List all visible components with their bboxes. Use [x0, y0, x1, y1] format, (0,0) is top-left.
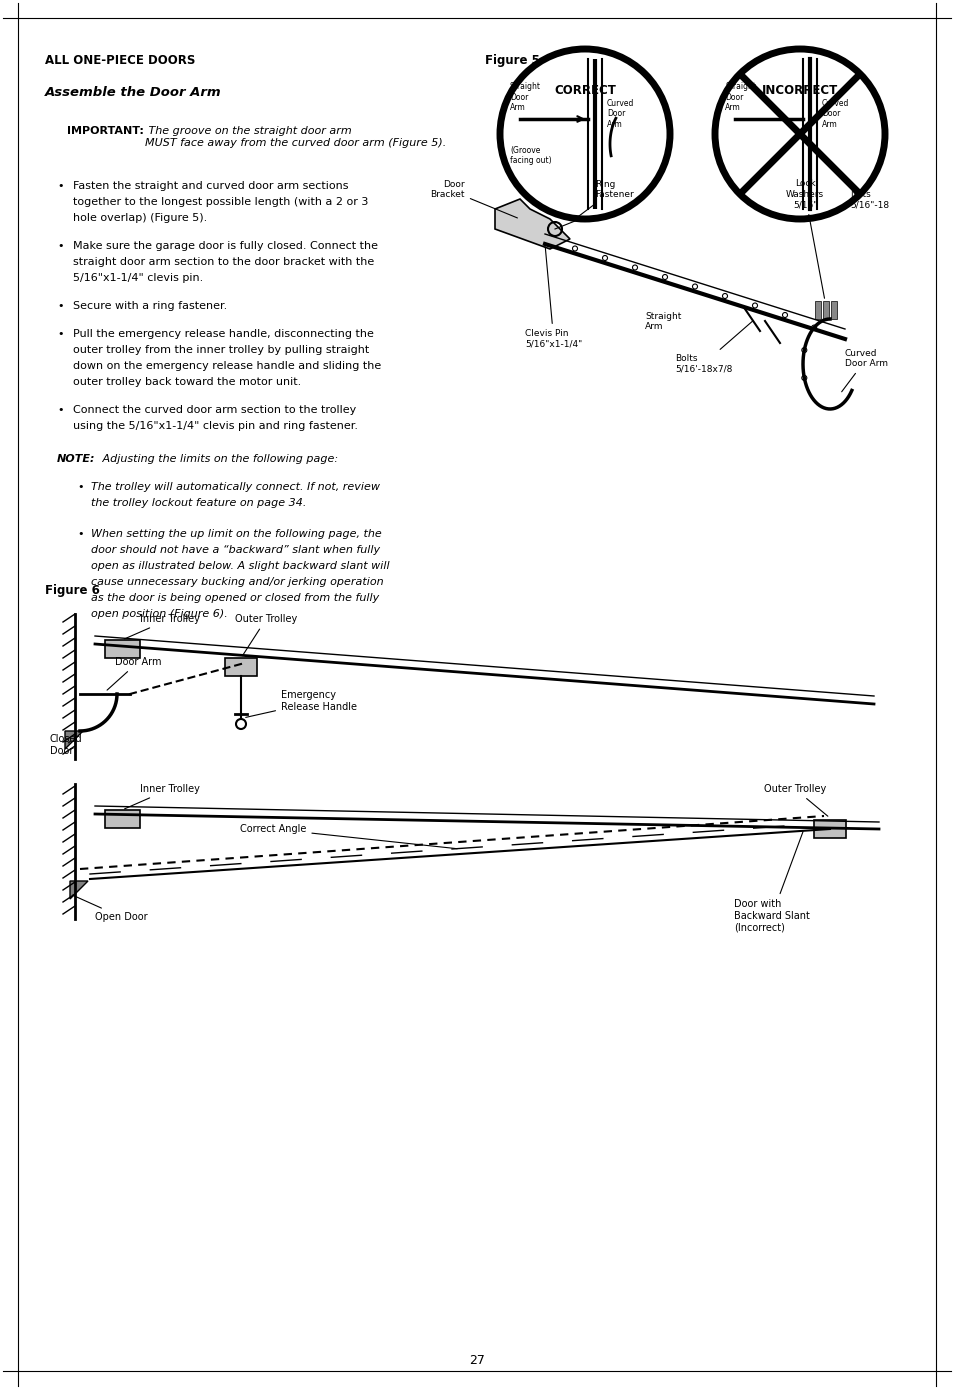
Text: Door Arm: Door Arm [107, 657, 161, 690]
Text: NOTE:: NOTE: [57, 454, 95, 464]
Text: •: • [77, 529, 84, 539]
Polygon shape [495, 199, 569, 249]
Text: •: • [57, 329, 64, 339]
Text: Outer Trolley: Outer Trolley [234, 614, 297, 656]
Text: Figure 5: Figure 5 [484, 54, 539, 67]
Text: Nuts
5/16"-18: Nuts 5/16"-18 [849, 190, 888, 208]
Text: The groove on the straight door arm
MUST face away from the curved door arm (Fig: The groove on the straight door arm MUST… [145, 126, 446, 147]
Circle shape [572, 246, 577, 251]
Text: Connect the curved door arm section to the trolley: Connect the curved door arm section to t… [73, 406, 355, 415]
Polygon shape [65, 731, 83, 749]
Circle shape [632, 265, 637, 269]
Text: When setting the up limit on the following page, the: When setting the up limit on the followi… [91, 529, 381, 539]
Circle shape [811, 325, 816, 331]
Text: Door
Bracket: Door Bracket [430, 179, 517, 218]
Polygon shape [70, 881, 88, 899]
Text: •: • [57, 242, 64, 251]
Text: as the door is being opened or closed from the fully: as the door is being opened or closed fr… [91, 593, 379, 603]
Bar [830, 301, 836, 319]
Circle shape [602, 256, 607, 261]
Text: outer trolley back toward the motor unit.: outer trolley back toward the motor unit… [73, 376, 301, 388]
Text: INCORRECT: INCORRECT [761, 83, 838, 97]
Circle shape [752, 303, 757, 308]
Text: •: • [57, 406, 64, 415]
Text: the trolley lockout feature on page 34.: the trolley lockout feature on page 34. [91, 499, 306, 508]
Text: Straight
Door
Arm: Straight Door Arm [724, 82, 755, 113]
Text: IMPORTANT:: IMPORTANT: [67, 126, 144, 136]
Bar [105, 810, 140, 828]
Text: Curved
Door Arm: Curved Door Arm [841, 349, 887, 392]
Text: CORRECT: CORRECT [554, 83, 616, 97]
Text: Ring
Fastener: Ring Fastener [577, 179, 633, 217]
Circle shape [661, 275, 667, 279]
Text: Lock
Washers
5/16": Lock Washers 5/16" [785, 179, 823, 299]
Text: ALL ONE-PIECE DOORS: ALL ONE-PIECE DOORS [45, 54, 195, 67]
Text: down on the emergency release handle and sliding the: down on the emergency release handle and… [73, 361, 381, 371]
Text: Correct Angle: Correct Angle [240, 824, 456, 849]
Text: outer trolley from the inner trolley by pulling straight: outer trolley from the inner trolley by … [73, 344, 369, 356]
Circle shape [801, 375, 806, 381]
Text: open as illustrated below. A slight backward slant will: open as illustrated below. A slight back… [91, 561, 389, 571]
Text: Open Door: Open Door [72, 895, 148, 922]
Circle shape [781, 313, 786, 318]
Text: Closed
Door: Closed Door [50, 733, 83, 756]
Text: together to the longest possible length (with a 2 or 3: together to the longest possible length … [73, 197, 368, 207]
Text: cause unnecessary bucking and/or jerking operation: cause unnecessary bucking and/or jerking… [91, 576, 383, 588]
Text: Inner Trolley: Inner Trolley [125, 614, 200, 639]
Text: Pull the emergency release handle, disconnecting the: Pull the emergency release handle, disco… [73, 329, 374, 339]
Text: 27: 27 [469, 1354, 484, 1368]
Text: (Groove
facing out): (Groove facing out) [510, 146, 551, 165]
Bar [225, 658, 256, 676]
Text: Clevis Pin
5/16"x1-1/4": Clevis Pin 5/16"x1-1/4" [524, 247, 581, 349]
Text: Bolts
5/16'-18x7/8: Bolts 5/16'-18x7/8 [675, 321, 752, 374]
Text: •: • [77, 482, 84, 492]
Text: Fasten the straight and curved door arm sections: Fasten the straight and curved door arm … [73, 181, 348, 192]
Text: straight door arm section to the door bracket with the: straight door arm section to the door br… [73, 257, 374, 267]
Text: The trolley will automatically connect. If not, review: The trolley will automatically connect. … [91, 482, 379, 492]
Bar [105, 640, 140, 658]
Circle shape [692, 283, 697, 289]
Text: open position (Figure 6).: open position (Figure 6). [91, 608, 228, 619]
Text: hole overlap) (Figure 5).: hole overlap) (Figure 5). [73, 213, 207, 224]
Text: Make sure the garage door is fully closed. Connect the: Make sure the garage door is fully close… [73, 242, 377, 251]
Bar [814, 301, 821, 319]
Text: Assemble the Door Arm: Assemble the Door Arm [45, 86, 221, 99]
Bar [822, 301, 828, 319]
Text: Inner Trolley: Inner Trolley [125, 783, 200, 808]
Text: Curved
Door
Arm: Curved Door Arm [606, 99, 634, 129]
Text: •: • [57, 301, 64, 311]
Circle shape [721, 293, 727, 299]
Text: 5/16"x1-1/4" clevis pin.: 5/16"x1-1/4" clevis pin. [73, 274, 203, 283]
Bar [813, 820, 845, 838]
Text: Straight
Door
Arm: Straight Door Arm [510, 82, 540, 113]
Text: Outer Trolley: Outer Trolley [763, 783, 827, 817]
Text: Adjusting the limits on the following page:: Adjusting the limits on the following pa… [99, 454, 337, 464]
Circle shape [801, 347, 806, 353]
Text: Door with
Backward Slant
(Incorrect): Door with Backward Slant (Incorrect) [733, 832, 809, 932]
Text: Figure 6: Figure 6 [45, 583, 100, 597]
Text: Emergency
Release Handle: Emergency Release Handle [246, 690, 356, 717]
Text: •: • [57, 181, 64, 192]
Text: Straight
Arm: Straight Arm [644, 313, 680, 332]
Text: Secure with a ring fastener.: Secure with a ring fastener. [73, 301, 227, 311]
Text: door should not have a “backward” slant when fully: door should not have a “backward” slant … [91, 544, 379, 556]
Text: using the 5/16"x1-1/4" clevis pin and ring fastener.: using the 5/16"x1-1/4" clevis pin and ri… [73, 421, 357, 431]
Text: Curved
Door
Arm: Curved Door Arm [821, 99, 848, 129]
